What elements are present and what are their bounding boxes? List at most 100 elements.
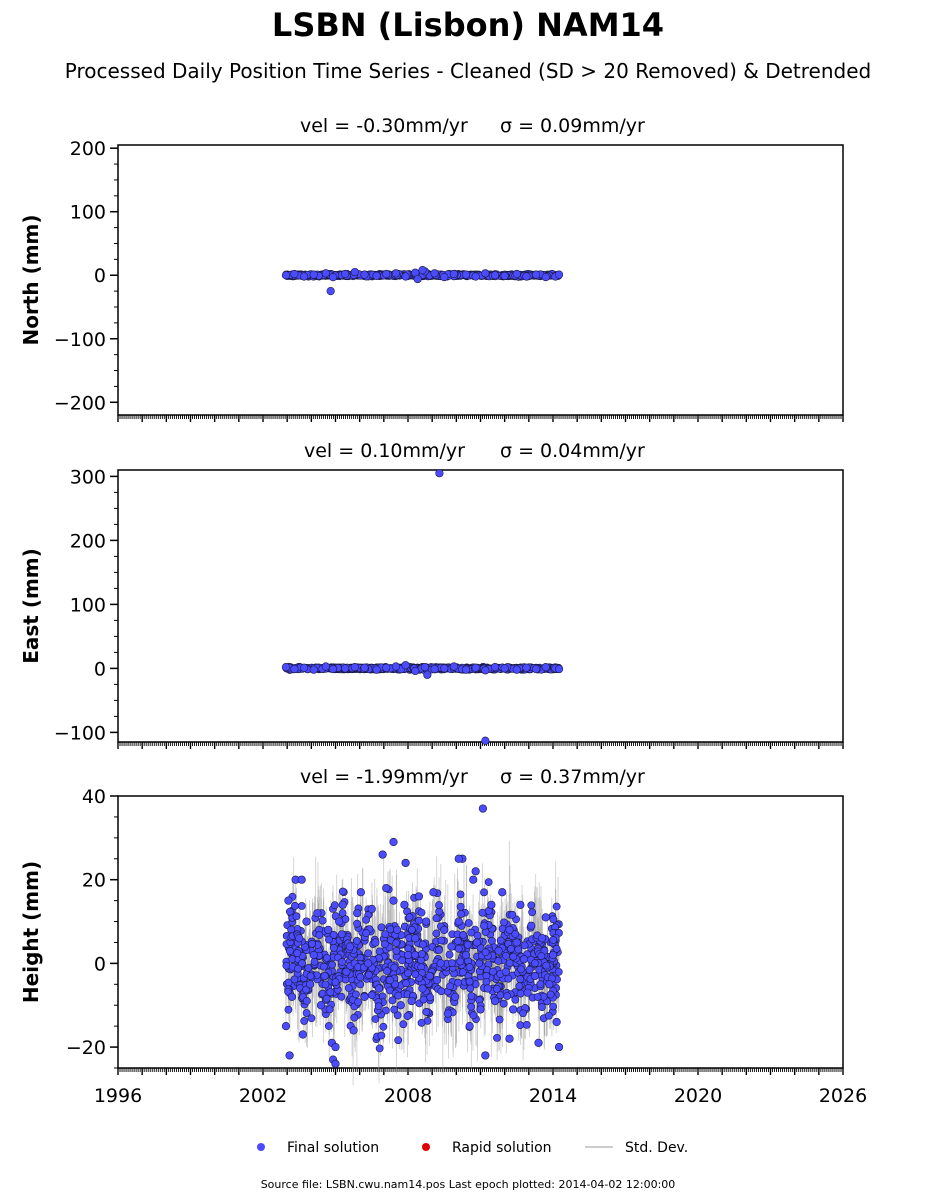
data-point	[461, 270, 471, 279]
data-point	[290, 664, 299, 674]
panel-3: vel = -1.99mm/yr σ = 0.37mm/yr −20 0 20 40 Hei…	[19, 766, 867, 1107]
data-point	[321, 269, 330, 278]
y-axis-label: Height (mm)	[19, 861, 43, 1003]
data-point	[449, 662, 459, 671]
data-point	[372, 665, 381, 674]
panel-1: vel = -0.30mm/yr σ = 0.09mm/yr −200 −100 0 10…	[19, 115, 844, 422]
y-tick-label: −100	[54, 722, 106, 744]
data-point	[541, 273, 550, 282]
data-point	[423, 670, 432, 679]
data-point	[461, 665, 471, 674]
y-tick-label: 300	[70, 466, 106, 488]
data-point	[490, 663, 500, 672]
data-point	[411, 666, 420, 676]
data-point	[328, 273, 338, 282]
data-point	[471, 663, 480, 672]
data-point	[382, 663, 391, 672]
data-point	[382, 269, 391, 279]
plot-frame	[117, 469, 844, 743]
data-point	[490, 271, 500, 280]
data-point	[430, 664, 439, 674]
data-point	[541, 663, 550, 672]
sigma-label: σ = 0.09mm/yr	[500, 115, 645, 137]
data-point	[440, 664, 449, 673]
data-point	[350, 663, 359, 672]
data-point	[554, 664, 564, 674]
plot-frame	[117, 144, 844, 416]
data-point	[430, 269, 439, 278]
x-tick-label: 2008	[384, 1085, 432, 1107]
sigma-label: σ = 0.04mm/yr	[500, 440, 645, 462]
x-tick-label: 1996	[94, 1085, 142, 1107]
data-point	[440, 273, 449, 282]
chart-title: LSBN (Lisbon) NAM14	[272, 6, 664, 44]
y-tick-label: 40	[82, 786, 106, 808]
data-point	[391, 662, 401, 671]
data-point	[299, 663, 309, 672]
y-tick-label: −100	[54, 329, 106, 351]
y-tick-label: 100	[70, 202, 106, 224]
y-tick-label: 0	[94, 658, 106, 680]
data-point	[522, 272, 531, 281]
y-axis-label: North (mm)	[19, 214, 43, 345]
data-cloud	[281, 266, 564, 296]
data-point	[309, 665, 318, 674]
y-tick-label: 200	[70, 138, 106, 160]
x-tick-label: 2002	[239, 1085, 287, 1107]
data-point	[309, 270, 318, 279]
data-point	[360, 270, 369, 279]
y-tick-label: 100	[70, 594, 106, 616]
y-tick-label: 0	[94, 953, 106, 975]
data-point	[297, 902, 306, 910]
data-point	[471, 272, 480, 281]
data-cloud	[281, 469, 564, 745]
data-point	[481, 736, 490, 745]
data-point	[281, 663, 291, 672]
y-tick-label: −20	[66, 1037, 106, 1059]
data-point	[481, 269, 490, 278]
chart-subtitle: Processed Daily Position Time Series - C…	[65, 59, 871, 83]
data-cloud	[281, 804, 564, 1086]
data-point	[413, 274, 422, 284]
y-tick-label: −200	[54, 392, 106, 414]
x-tick-label: 2014	[529, 1085, 577, 1107]
x-tick-label: 2026	[819, 1085, 867, 1107]
data-point	[420, 663, 430, 672]
data-point	[500, 271, 509, 280]
y-tick-label: 200	[70, 530, 106, 552]
data-point	[290, 269, 299, 279]
y-tick-label: 20	[82, 870, 106, 892]
data-point	[401, 661, 410, 670]
data-point	[299, 272, 309, 281]
data-point	[435, 469, 444, 478]
sigma-label: σ = 0.37mm/yr	[500, 766, 645, 788]
data-point	[531, 270, 541, 279]
panel-2: vel = 0.10mm/yr σ = 0.04mm/yr −100 0 100 200 3…	[19, 440, 844, 749]
velocity-label: vel = -0.30mm/yr	[300, 115, 468, 137]
y-axis-label: East (mm)	[19, 548, 43, 664]
data-point	[481, 666, 490, 675]
data-point	[350, 267, 359, 277]
y-tick-label: 0	[94, 265, 106, 287]
x-tick-label: 2020	[674, 1085, 722, 1107]
data-point	[418, 266, 427, 275]
data-point	[326, 287, 335, 296]
velocity-label: vel = 0.10mm/yr	[304, 440, 465, 462]
panels-group: vel = -0.30mm/yr σ = 0.09mm/yr−200−100010…	[19, 115, 867, 1107]
data-point	[281, 271, 291, 280]
data-point	[531, 664, 541, 674]
data-point	[321, 662, 330, 671]
data-point	[341, 269, 350, 279]
data-point	[500, 664, 509, 673]
data-point	[360, 663, 369, 672]
velocity-label: vel = -1.99mm/yr	[300, 766, 468, 788]
data-point	[341, 664, 350, 673]
data-point	[401, 272, 410, 281]
data-point	[449, 269, 459, 279]
data-point	[391, 269, 401, 278]
data-point	[522, 663, 531, 672]
data-point	[512, 269, 521, 279]
data-point	[372, 271, 381, 280]
data-point	[328, 664, 338, 674]
